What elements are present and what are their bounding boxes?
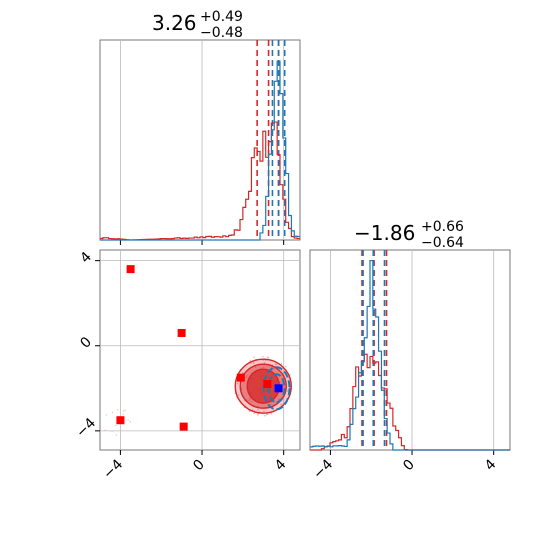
blue-contour-1 <box>267 373 286 404</box>
scatter-dot <box>246 375 248 377</box>
scatter-dot <box>111 411 114 414</box>
scatter-dot <box>270 403 272 405</box>
scatter-dot <box>257 409 259 411</box>
scatter-dot <box>114 424 117 427</box>
scatter-dot <box>124 409 126 412</box>
scatter-dot <box>127 419 129 421</box>
panel-1-title: 3.26 <box>152 11 197 35</box>
panel-2d-ytick-label-1: 0 <box>77 334 95 352</box>
panel-2-xtick-label-2: 4 <box>482 456 500 474</box>
panel-2d-frame <box>99 249 301 451</box>
scatter-panel-2d: −4 0 4 −4 0 4 <box>73 249 301 482</box>
scatter-dot <box>115 434 118 436</box>
red-marker-1 <box>177 328 186 337</box>
scatter-dot <box>257 413 259 415</box>
scatter-dot <box>270 413 272 415</box>
scatter-dot <box>273 367 275 370</box>
scatter-dot <box>249 397 251 399</box>
scatter-dot <box>266 356 269 358</box>
scatter-dot <box>111 430 113 433</box>
scatter-dot <box>265 413 268 416</box>
scatter-dot <box>263 362 266 364</box>
scatter-dot <box>254 366 257 368</box>
scatter-dot <box>245 376 248 379</box>
panel-2-xtick-label-0: −4 <box>310 456 336 482</box>
scatter-dot <box>263 410 265 413</box>
hist-1-blue-curve <box>100 60 300 241</box>
scatter-dot <box>257 405 260 407</box>
panel-2-frame <box>309 249 511 451</box>
scatter-dot <box>257 414 259 416</box>
scatter-dot <box>116 409 119 411</box>
scatter-dot <box>253 412 255 415</box>
blue-marker-0 <box>274 384 283 393</box>
scatter-dot <box>287 390 289 392</box>
panel-2d-xtick-label-2: 4 <box>272 456 290 474</box>
panel-1-title-sup: +0.49 <box>200 9 243 25</box>
panel-2-title-sup: +0.66 <box>421 219 464 235</box>
scatter-dot <box>262 356 264 358</box>
scatter-dot <box>236 383 239 385</box>
scatter-dot <box>104 429 106 431</box>
scatter-dot <box>267 413 269 416</box>
panel-2-xtick-label-1: 0 <box>400 457 418 475</box>
scatter-dot <box>241 372 244 374</box>
panel-1-frame <box>99 39 301 241</box>
scatter-dot <box>253 362 255 364</box>
scatter-dot <box>250 401 253 403</box>
scatter-dot <box>275 401 277 404</box>
panel-2-title: −1.86 <box>354 221 415 245</box>
scatter-dot <box>264 360 267 362</box>
scatter-dot <box>253 356 255 358</box>
blue-contour-0 <box>262 366 291 411</box>
red-marker-3 <box>179 422 188 431</box>
hist-2-blue-curve <box>310 259 510 451</box>
scatter-dot <box>122 410 125 412</box>
scatter-dot <box>280 363 283 365</box>
red-marker-4 <box>236 373 245 382</box>
scatter-dot <box>129 421 132 423</box>
histogram-panel-2: −4 0 4 −1.86 +0.66 −0.64 <box>309 219 511 482</box>
panel-2d-xtick-label-0: −4 <box>100 456 126 482</box>
scatter-dot <box>264 415 266 417</box>
histogram-panel-1: 3.26 +0.49 −0.48 <box>99 9 301 245</box>
scatter-dot <box>280 403 282 406</box>
scatter-dot <box>274 363 277 365</box>
scatter-dot <box>105 414 108 416</box>
scatter-dot <box>278 398 280 401</box>
scatter-dot <box>238 394 240 396</box>
panel-2-title-sub: −0.64 <box>421 235 464 251</box>
scatter-dot <box>262 366 265 369</box>
scatter-dot <box>281 382 283 385</box>
scatter-dot <box>122 413 124 415</box>
panel-1-title-sub: −0.48 <box>200 25 243 41</box>
scatter-dot <box>267 357 270 359</box>
scatter-dot <box>248 399 250 402</box>
panel-2d-xtick-label-1: 0 <box>190 457 208 475</box>
scatter-dot <box>241 388 243 390</box>
red-marker-0 <box>126 265 135 274</box>
red-marker-2 <box>116 416 125 425</box>
scatter-dot <box>285 365 287 368</box>
scatter-dot <box>276 363 278 366</box>
red-marker-5 <box>263 380 272 389</box>
panel-2d-ytick-label-0: −4 <box>73 415 99 441</box>
scatter-dot <box>249 360 251 362</box>
panel-2d-ytick-label-2: 4 <box>77 249 95 267</box>
